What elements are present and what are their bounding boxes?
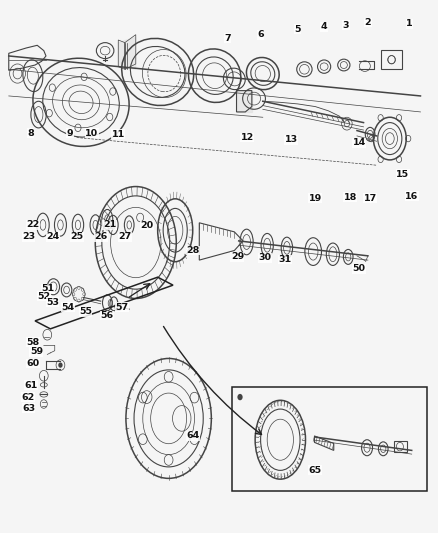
Text: 4: 4 bbox=[321, 22, 328, 31]
Text: 19: 19 bbox=[309, 194, 322, 203]
Text: 54: 54 bbox=[61, 303, 74, 311]
Text: 27: 27 bbox=[118, 232, 131, 241]
Text: 31: 31 bbox=[278, 255, 291, 264]
Text: 1: 1 bbox=[406, 20, 413, 28]
Bar bbox=[394, 441, 407, 452]
Text: 3: 3 bbox=[343, 21, 349, 29]
Text: 29: 29 bbox=[231, 253, 244, 261]
Bar bbox=[381, 50, 402, 69]
Text: 56: 56 bbox=[101, 311, 114, 320]
Polygon shape bbox=[118, 37, 136, 69]
Text: 15: 15 bbox=[396, 170, 410, 179]
Text: 59: 59 bbox=[30, 348, 43, 356]
Text: 2: 2 bbox=[364, 18, 371, 27]
Text: 10: 10 bbox=[85, 129, 99, 138]
Text: 5: 5 bbox=[295, 25, 301, 34]
Circle shape bbox=[58, 362, 63, 368]
Text: 53: 53 bbox=[46, 298, 59, 306]
Text: 23: 23 bbox=[22, 232, 35, 241]
Text: 17: 17 bbox=[364, 194, 377, 203]
Text: 58: 58 bbox=[26, 338, 39, 346]
Text: 51: 51 bbox=[42, 285, 55, 293]
Text: 62: 62 bbox=[22, 393, 35, 401]
Text: 9: 9 bbox=[67, 129, 74, 138]
Text: 50: 50 bbox=[353, 264, 366, 273]
Circle shape bbox=[237, 394, 243, 400]
Text: 30: 30 bbox=[258, 254, 272, 262]
Text: 52: 52 bbox=[37, 292, 50, 301]
Polygon shape bbox=[237, 91, 252, 112]
Text: 28: 28 bbox=[186, 246, 199, 255]
Text: 60: 60 bbox=[26, 359, 39, 368]
Text: 12: 12 bbox=[241, 133, 254, 142]
Text: 26: 26 bbox=[94, 232, 107, 241]
Text: 8: 8 bbox=[27, 129, 34, 138]
Text: 20: 20 bbox=[140, 221, 153, 230]
Text: 65: 65 bbox=[309, 466, 322, 474]
Text: 64: 64 bbox=[186, 432, 199, 440]
Text: 14: 14 bbox=[353, 139, 366, 147]
Text: 6: 6 bbox=[257, 30, 264, 39]
Text: 63: 63 bbox=[22, 404, 35, 413]
Text: 16: 16 bbox=[405, 192, 418, 200]
Text: 22: 22 bbox=[26, 221, 39, 229]
Text: 24: 24 bbox=[46, 232, 59, 241]
Text: 55: 55 bbox=[79, 308, 92, 316]
Text: 7: 7 bbox=[224, 34, 231, 43]
Text: 61: 61 bbox=[24, 381, 37, 390]
Text: 21: 21 bbox=[103, 221, 116, 229]
Bar bbox=[232, 387, 427, 491]
Text: 57: 57 bbox=[115, 303, 128, 311]
Text: 18: 18 bbox=[344, 193, 357, 201]
Text: 13: 13 bbox=[285, 135, 298, 144]
Text: 11: 11 bbox=[112, 130, 125, 139]
Text: 25: 25 bbox=[70, 232, 83, 241]
